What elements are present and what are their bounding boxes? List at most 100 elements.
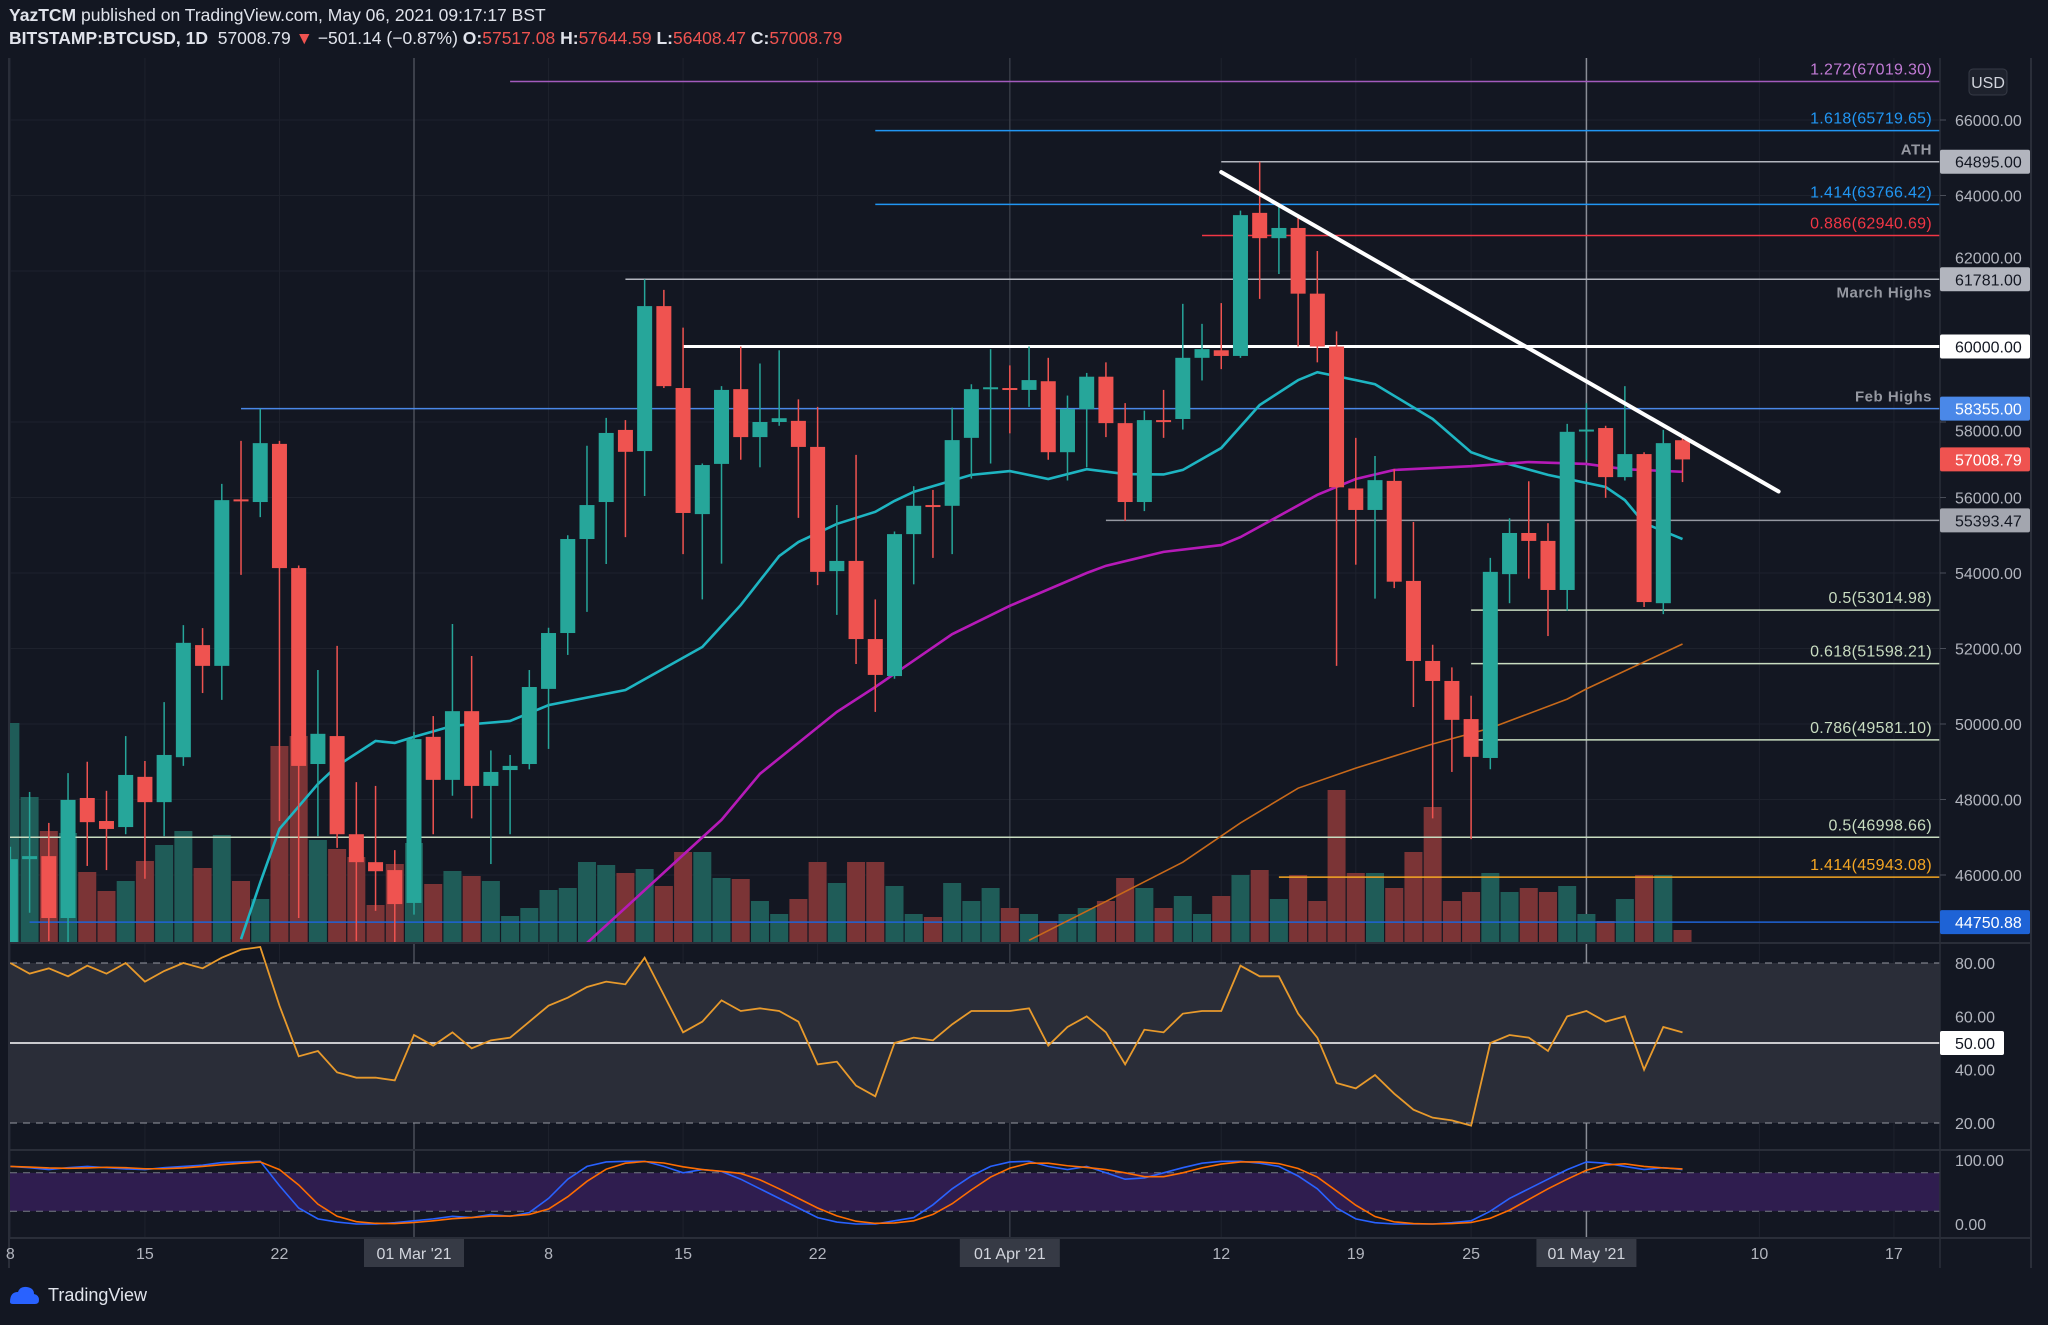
rsi-tick-label: 60.00 [1955, 1009, 1995, 1026]
candle [1502, 518, 1518, 604]
candle [983, 349, 999, 464]
candle [1021, 346, 1037, 407]
level-axis-label: 58355.00 [1955, 402, 2022, 419]
candle [502, 754, 518, 835]
brand-name[interactable]: TradingView [48, 1284, 148, 1305]
last-price-axis-label-box[interactable] [1940, 447, 2030, 472]
candle-body [1405, 580, 1421, 661]
level-label: 0.786(49581.10) [1810, 720, 1932, 737]
volume-bar [827, 883, 846, 943]
candle-body [1675, 440, 1691, 460]
volume-bar [597, 865, 616, 943]
candle-body [271, 443, 287, 569]
rsi-tick-label: 80.00 [1955, 956, 1995, 973]
candle [1079, 372, 1095, 468]
candle-body [790, 420, 806, 447]
level-label: 0.618(51598.21) [1810, 644, 1932, 661]
volume-bar [1654, 875, 1673, 943]
candle-body [1655, 443, 1671, 604]
volume-bar [1385, 888, 1404, 943]
candle-body [444, 711, 460, 780]
low-value: 56408.47 [672, 28, 746, 48]
candle-body [560, 539, 576, 634]
candle-body [694, 465, 710, 515]
time-axis[interactable]: 8 15 22 01 Mar '21 8 15 22 01 Apr '21 12 19 25 01 M… [6, 1239, 1903, 1267]
level-axis-label-box[interactable] [1940, 910, 2030, 935]
grid [9, 58, 1940, 1238]
candle [944, 407, 960, 555]
volume-bar [1635, 875, 1654, 943]
candle [310, 670, 326, 837]
candle [1425, 644, 1441, 819]
triangle-down-icon: ▼ [295, 28, 313, 48]
close-value: 57008.79 [769, 28, 843, 48]
time-label-box [959, 1239, 1060, 1267]
candle-body [1386, 480, 1402, 582]
volume-bar [10, 723, 20, 943]
trendline[interactable] [1219, 170, 1781, 494]
candle-body [656, 306, 672, 387]
candle [252, 408, 268, 518]
candle [1598, 425, 1614, 498]
candle-body [41, 856, 57, 919]
candle-body [1136, 420, 1152, 503]
level-axis-label-box[interactable] [1940, 396, 2030, 421]
candle [617, 420, 633, 538]
volume-bar [866, 862, 885, 943]
time-axis-label: 01 May '21 [1548, 1246, 1626, 1263]
volume-bar [943, 883, 962, 943]
moving-average-line [1028, 643, 1683, 942]
symbol-label[interactable]: BITSTAMP:BTCUSD, 1D [9, 28, 208, 48]
candle [867, 599, 883, 712]
currency-button[interactable] [1968, 68, 2008, 96]
candle-body [1098, 376, 1114, 424]
candle [214, 483, 230, 700]
volume-bar [1058, 914, 1077, 943]
candle [1194, 323, 1210, 381]
candle [22, 791, 38, 913]
level-axis-label-box[interactable] [1940, 149, 2030, 174]
candle [291, 565, 307, 919]
candle [1040, 357, 1056, 460]
time-label-box [1536, 1239, 1637, 1267]
publisher-name[interactable]: YazTCM [9, 5, 77, 25]
candle [1117, 403, 1133, 521]
candle [906, 486, 922, 585]
candle-body [387, 870, 403, 905]
volume-bar [520, 908, 539, 943]
candle-body [1348, 488, 1364, 510]
rsi-tick-label: 20.00 [1955, 1116, 1995, 1133]
volume-bar [78, 872, 97, 943]
candle [1444, 667, 1460, 772]
level-axis-label-box[interactable] [1940, 508, 2030, 533]
candle [1232, 210, 1248, 358]
volume-bar [116, 881, 135, 943]
level-label: 1.618(65719.65) [1810, 111, 1932, 128]
candle [98, 790, 114, 871]
volume-bar [443, 871, 462, 943]
level-axis-label-box[interactable] [1940, 267, 2030, 292]
price-axis[interactable]: 66000.00 64000.00 62000.00 58000.00 56000.00… [1940, 68, 2030, 1234]
rsi-pane [10, 946, 1940, 1127]
time-axis-label: 8 [544, 1246, 553, 1263]
candle [1636, 452, 1652, 607]
price-change: −501.14 (−0.87%) [317, 28, 458, 48]
volume-bar [1366, 873, 1384, 943]
volume-bar [770, 914, 789, 943]
candle [10, 846, 18, 943]
candle-body [867, 639, 883, 675]
candle-body [1290, 227, 1306, 294]
time-axis-label: 10 [1751, 1246, 1769, 1263]
volume-bar [232, 881, 251, 943]
price-tick-label: 62000.00 [1955, 250, 2022, 267]
trendline-group[interactable] [1219, 170, 1781, 494]
volume-bar [462, 876, 481, 943]
publish-line: YazTCM published on TradingView.com, May… [9, 4, 842, 27]
candle-body [329, 736, 345, 835]
volume-bar [1538, 892, 1557, 943]
candle [1098, 362, 1114, 438]
level-axis-label-box[interactable] [1940, 334, 2030, 359]
candle-body [175, 642, 191, 758]
volume-bar [847, 862, 866, 943]
